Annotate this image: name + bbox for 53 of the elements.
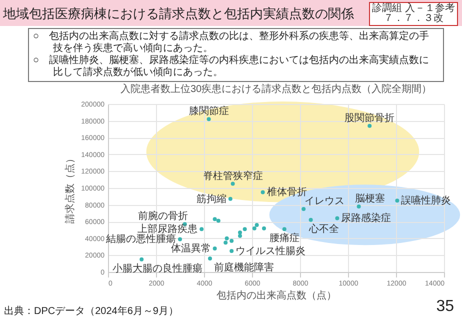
annotation: ウイルス性腸炎 (236, 245, 306, 257)
point (206, 117, 211, 122)
point (212, 246, 217, 250)
annotation: 腰痛症 (269, 232, 300, 244)
y-axis-title: 請求点数（点） (64, 154, 76, 224)
annotation: 尿路感染症 (341, 212, 392, 224)
annotation: 脳梗塞 (354, 192, 385, 204)
point (224, 240, 228, 245)
text: ７．７．３改 (382, 13, 445, 24)
point (140, 257, 144, 262)
point (228, 196, 232, 201)
point (368, 124, 372, 128)
x-axis-title: 包括内の出来高点数（点） (216, 290, 336, 302)
text: 診調組 入－１参考 (372, 3, 455, 14)
annotation: 椎体骨折 (266, 186, 307, 198)
point (356, 204, 361, 208)
annotation: 小腸大腸の良性腫瘍 (112, 262, 203, 274)
point (238, 234, 242, 238)
point (238, 230, 242, 235)
point (216, 218, 220, 223)
annotation: 心不全 (308, 222, 339, 235)
annotation: 膝関節症 (188, 105, 229, 118)
annotation: 筋拘縮 (196, 192, 226, 205)
point (308, 218, 313, 222)
point (230, 182, 235, 186)
point (252, 226, 256, 230)
text: ○ 誤嚥性肺炎、脳梗塞、尿路感染症等の内科疾患においては包括内の出来高実績点数に比して請求点数が低い傾向にあった。 (33, 55, 430, 79)
point (395, 198, 400, 203)
point (200, 227, 204, 232)
point (282, 227, 286, 232)
point (178, 237, 182, 242)
text: 35 (436, 298, 454, 316)
point (230, 249, 234, 253)
point (302, 207, 306, 211)
annotation: 誤嚥性肺炎 (401, 194, 452, 207)
point (224, 236, 229, 240)
point (260, 190, 265, 194)
chart-title: 地域包括医療病棟における請求点数と包括内実績点数の関係 (3, 5, 354, 23)
point (242, 227, 247, 232)
annotation: 脊柱管狭窄症 (202, 170, 263, 182)
point (262, 226, 266, 230)
annotation: 前庭機能障害 (214, 262, 274, 274)
point (230, 238, 234, 243)
annotation: イレウス (304, 196, 345, 207)
text: ○ 包括内の出来高点数に対する請求点数の比は、整形外科系の疾患等、出来高算定の手技を伴う疾患で高い傾向にあった。 (33, 31, 430, 54)
point (208, 256, 212, 261)
point (212, 217, 217, 222)
point (254, 222, 259, 227)
annotation: 股関節骨折 (344, 112, 395, 124)
chart-subtitle: 入院患者数上位30疾患における請求点数と包括内点数（入院全期間） (120, 83, 432, 95)
source-note: 出典：DPCデータ（2024年6月～9月） (4, 304, 178, 318)
annotation: 前腕の骨折 (138, 210, 188, 222)
point (335, 216, 340, 220)
